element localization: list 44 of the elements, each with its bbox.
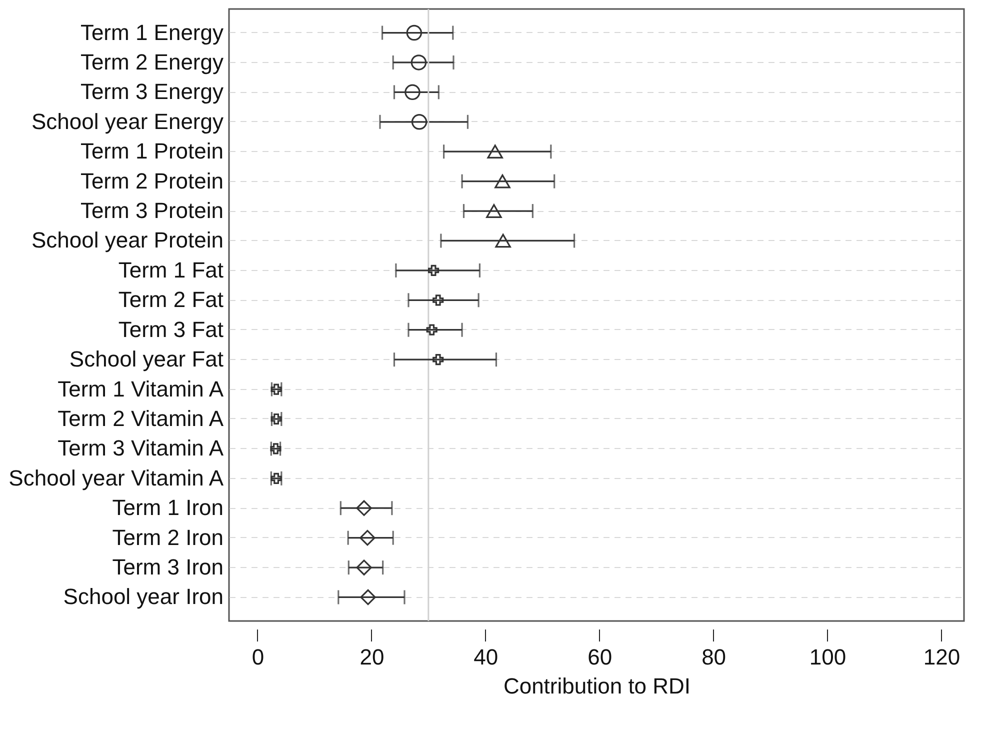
y-tick-label: Term 3 Vitamin A — [58, 436, 224, 461]
point — [356, 560, 372, 576]
y-tick-label: Term 1 Protein — [80, 138, 224, 164]
point — [411, 114, 428, 130]
point — [432, 294, 444, 306]
point — [487, 144, 503, 159]
y-tick-label: Term 3 Energy — [80, 79, 224, 104]
point — [356, 500, 372, 516]
y-tick-label: Term 3 Iron — [112, 554, 224, 580]
x-tick-label: 80 — [702, 644, 726, 670]
y-tick-label: Term 2 Fat — [118, 287, 224, 312]
x-tick-label: 20 — [360, 644, 384, 670]
y-tick-label: Term 1 Vitamin A — [58, 376, 224, 402]
y-tick-label: Term 2 Vitamin A — [58, 406, 224, 431]
x-tick-label: 0 — [252, 644, 264, 670]
x-tick-label: 40 — [474, 644, 498, 670]
point — [426, 324, 438, 336]
point — [360, 589, 376, 606]
point — [410, 54, 427, 70]
y-tick-label: School year Vitamin A — [8, 465, 224, 490]
y-tick-label: Term 1 Iron — [112, 495, 224, 520]
x-tick-label: 60 — [588, 644, 612, 670]
y-tick-label: Term 2 Energy — [80, 49, 224, 74]
point — [495, 234, 511, 248]
y-tick-label: Term 2 Iron — [112, 524, 224, 550]
point — [432, 354, 444, 366]
point — [360, 530, 376, 546]
y-tick-label: Term 1 Fat — [118, 257, 224, 282]
y-tick-label: Term 3 Fat — [118, 316, 224, 342]
point — [406, 24, 422, 41]
point — [486, 204, 502, 218]
y-tick-label: School year Fat — [69, 346, 224, 372]
y-tick-label: School year Protein — [32, 228, 224, 253]
y-tick-label: School year Energy — [32, 108, 224, 134]
x-tick-label: 120 — [923, 644, 960, 670]
y-tick-label: Term 2 Protein — [80, 168, 224, 194]
x-axis-title: Contribution to RDI — [503, 674, 691, 698]
point — [494, 174, 510, 188]
point — [428, 264, 440, 276]
x-tick-label: 100 — [809, 644, 846, 670]
point — [404, 84, 420, 100]
y-tick-label: Term 1 Energy — [80, 20, 224, 45]
y-tick-label: Term 3 Protein — [80, 198, 224, 224]
y-tick-label: School year Iron — [63, 584, 224, 610]
